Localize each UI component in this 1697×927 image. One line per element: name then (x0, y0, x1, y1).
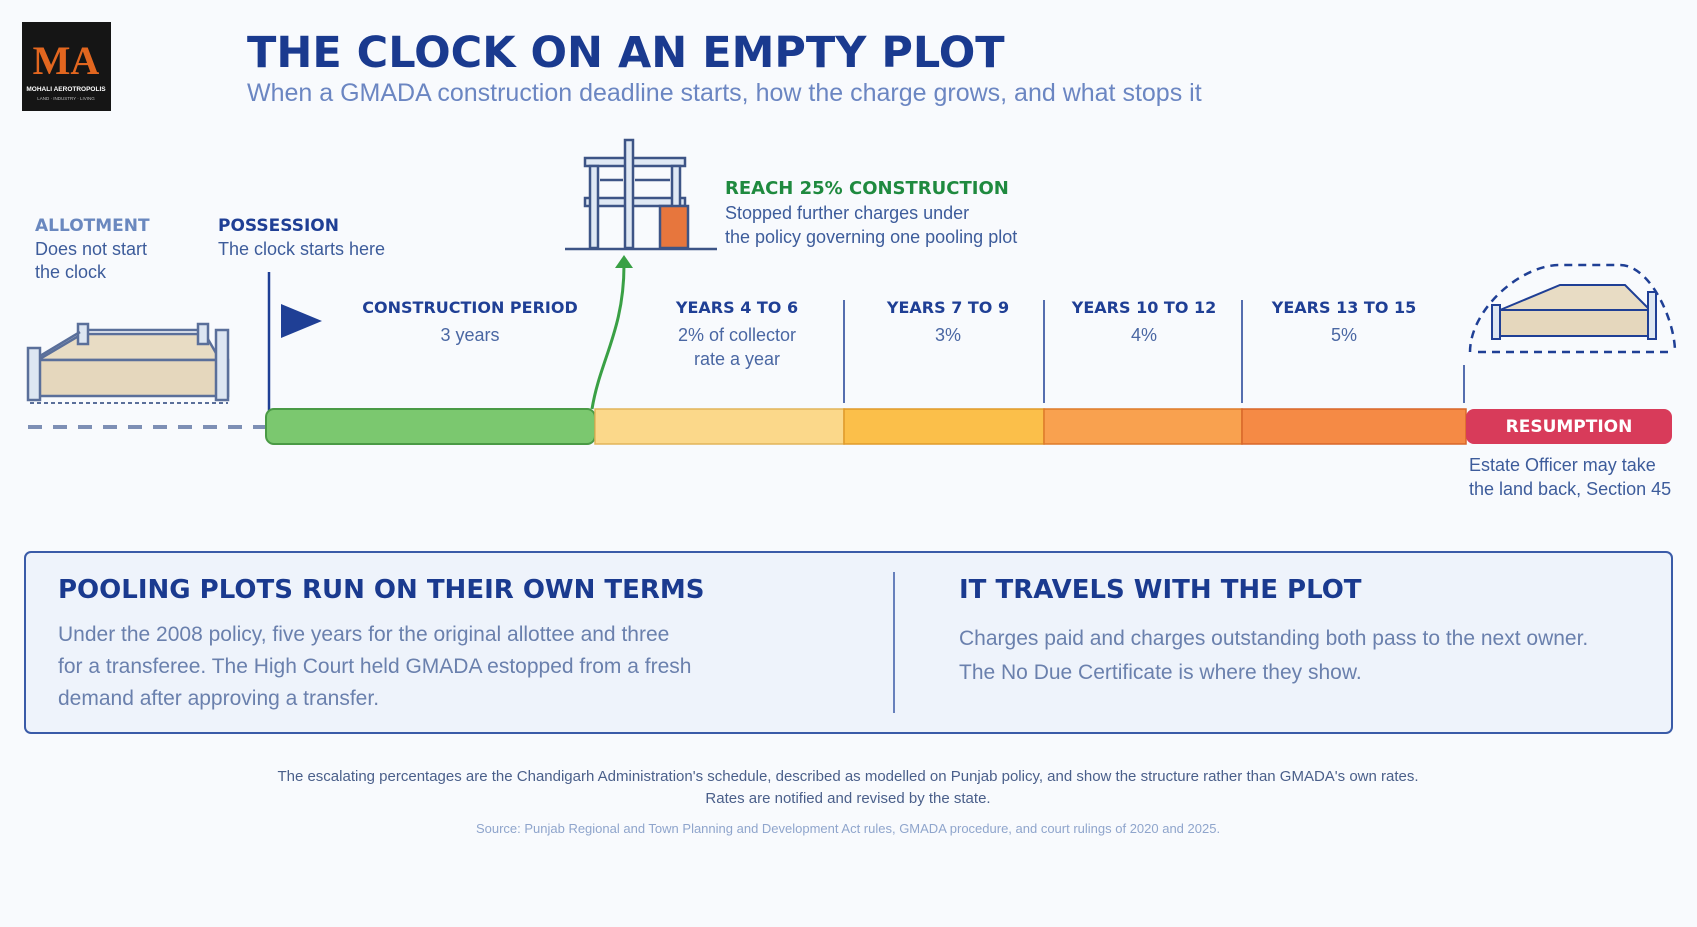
panel-text: Under the 2008 policy, five years for th… (58, 623, 669, 646)
logo: MA MOHALI AEROTROPOLIS LAND · INDUSTRY ·… (22, 22, 111, 111)
empty-plot-icon (26, 322, 230, 404)
resumption-line: the land back, Section 45 (1469, 479, 1671, 499)
milestone-line: the policy governing one pooling plot (725, 227, 1017, 247)
possession-heading: POSSESSION (218, 216, 339, 236)
stage-detail: 2% of collector (678, 325, 796, 345)
resumption-label: RESUMPTION (1506, 417, 1633, 437)
milestone-heading: REACH 25% CONSTRUCTION (725, 178, 1009, 199)
logo-name: MOHALI AEROTROPOLIS (26, 86, 106, 93)
title: THE CLOCK ON AN EMPTY PLOT (247, 28, 1005, 78)
stage-detail: 4% (1131, 325, 1157, 345)
panel-text: demand after approving a transfer. (58, 687, 379, 710)
allotment-heading: ALLOTMENT (35, 216, 150, 236)
panel-text: for a transferee. The High Court held GM… (58, 655, 691, 678)
possession-line: The clock starts here (218, 239, 385, 259)
stage-heading: YEARS 13 TO 15 (1271, 298, 1417, 317)
segment-construction (265, 408, 596, 445)
logo-mark: MA (33, 38, 100, 83)
stage-detail: rate a year (694, 349, 780, 369)
stage-separators (843, 300, 1465, 403)
stage-heading: YEARS 4 TO 6 (675, 298, 798, 317)
panel-text: Charges paid and charges outstanding bot… (959, 627, 1588, 650)
source: Source: Punjab Regional and Town Plannin… (476, 821, 1220, 836)
resumed-plot-icon (1468, 263, 1677, 354)
segment-years-7-9 (843, 408, 1045, 445)
stage-detail: 5% (1331, 325, 1357, 345)
stage-detail: 3% (935, 325, 961, 345)
building-icon (565, 138, 717, 251)
segment-years-4-6 (594, 408, 845, 445)
segment-years-13-15 (1241, 408, 1467, 445)
milestone-line: Stopped further charges under (725, 203, 969, 223)
milestone-arrowhead (615, 255, 633, 268)
stage-heading: YEARS 7 TO 9 (886, 298, 1009, 317)
stage-heading: YEARS 10 TO 12 (1071, 298, 1217, 317)
panel-heading: POOLING PLOTS RUN ON THEIR OWN TERMS (58, 575, 705, 605)
panel-text: The No Due Certificate is where they sho… (959, 661, 1362, 684)
stage-detail: 3 years (440, 325, 499, 345)
logo-box (22, 22, 111, 111)
timeline-bar (265, 408, 1672, 445)
stage-heading: CONSTRUCTION PERIOD (362, 298, 577, 317)
footnote: The escalating percentages are the Chand… (277, 768, 1418, 785)
flag (281, 304, 322, 338)
milestone-arrow (590, 264, 626, 410)
resumption-line: Estate Officer may take (1469, 455, 1656, 475)
subtitle: When a GMADA construction deadline start… (247, 79, 1202, 107)
segment-resumption (1466, 409, 1672, 444)
panel-heading: IT TRAVELS WITH THE PLOT (959, 575, 1362, 605)
segment-years-10-12 (1043, 408, 1243, 445)
allotment-line: Does not start (35, 239, 147, 259)
panel-box (24, 551, 1673, 734)
footnote: Rates are notified and revised by the st… (705, 790, 990, 807)
logo-tagline: LAND · INDUSTRY · LIVING (37, 96, 95, 101)
allotment-line: the clock (35, 262, 107, 282)
